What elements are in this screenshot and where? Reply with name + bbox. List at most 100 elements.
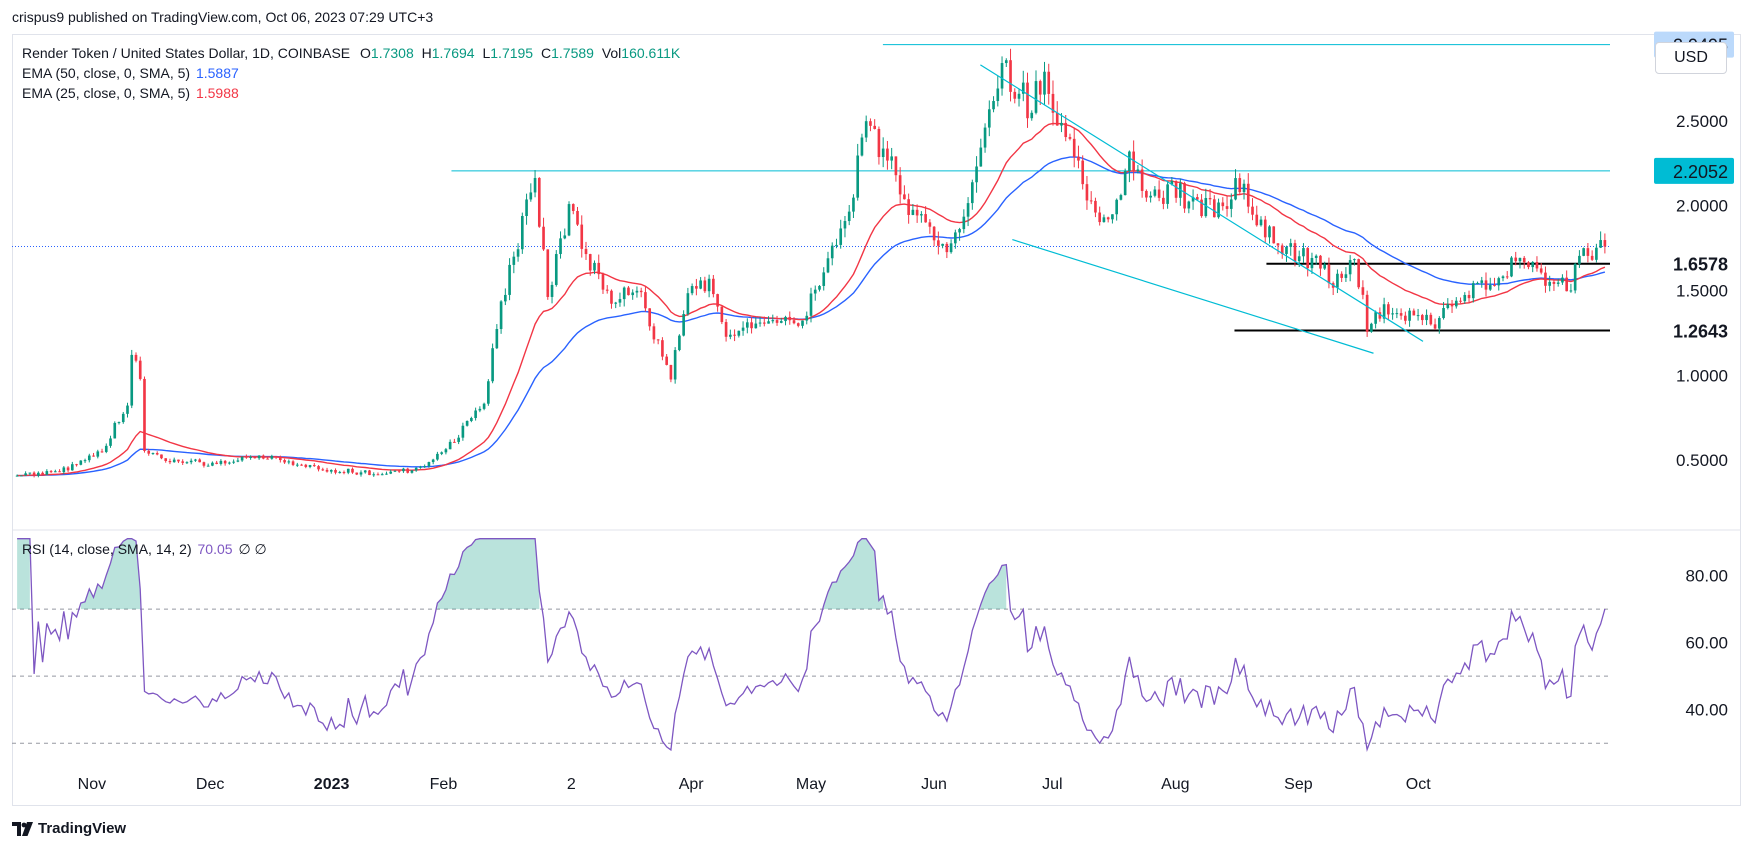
candle	[245, 454, 248, 459]
candle	[1179, 178, 1182, 206]
candle	[1365, 290, 1369, 337]
candle	[1361, 280, 1365, 300]
candle	[983, 123, 987, 153]
symbol-legend[interactable]: Render Token / United States Dollar, 1D,…	[22, 45, 680, 61]
candle	[724, 319, 728, 342]
candle-body	[41, 472, 44, 475]
ema25-legend[interactable]: EMA (25, close, 0, SMA, 5) 1.5988	[22, 85, 239, 101]
symbol-title: Render Token / United States Dollar, 1D,…	[22, 45, 351, 61]
candle-body	[669, 364, 673, 380]
candle	[644, 285, 647, 312]
candle	[62, 466, 66, 475]
candle-body	[448, 441, 452, 450]
candle	[1094, 197, 1097, 218]
candle	[300, 463, 303, 466]
candle-body	[1404, 315, 1407, 321]
candle	[767, 316, 770, 324]
candle	[1251, 198, 1254, 221]
candle	[1425, 309, 1428, 326]
candle	[941, 243, 944, 249]
candle	[1404, 311, 1407, 325]
candle	[363, 470, 367, 474]
candle	[533, 170, 537, 198]
candle-body	[1561, 277, 1564, 283]
candle-body	[355, 472, 359, 475]
price-tick-label: 2.0000	[1676, 197, 1728, 216]
candle	[1153, 186, 1157, 198]
candle-body	[652, 326, 656, 340]
candle	[839, 219, 843, 249]
candle-body	[206, 465, 210, 467]
candle	[1437, 316, 1441, 334]
candle	[1353, 258, 1356, 266]
candle-body	[49, 471, 53, 473]
candle	[661, 337, 664, 361]
candle	[1280, 243, 1284, 259]
candle	[894, 156, 898, 182]
candle-body	[1603, 240, 1607, 247]
candle-body	[737, 330, 741, 336]
price-badge-label: 2.2052	[1673, 162, 1728, 182]
candle-body	[1573, 263, 1577, 291]
candle-body	[363, 470, 367, 473]
candle	[864, 115, 868, 143]
candle	[461, 422, 465, 441]
candle-body	[771, 320, 775, 322]
ema50-legend[interactable]: EMA (50, close, 0, SMA, 5) 1.5887	[22, 65, 239, 81]
candle-body	[168, 461, 172, 463]
candle	[1187, 200, 1191, 214]
candle-body	[1548, 281, 1552, 286]
candle	[1582, 247, 1585, 257]
candle	[788, 311, 792, 325]
candle-body	[1437, 318, 1441, 329]
candle-body	[1522, 257, 1526, 263]
candle	[796, 322, 800, 328]
candle	[474, 407, 477, 421]
candle	[329, 469, 333, 474]
candle	[1162, 190, 1165, 210]
candle	[1544, 266, 1547, 293]
candle-body	[665, 356, 668, 365]
candle	[898, 167, 902, 204]
candle	[1382, 297, 1386, 324]
candle-body	[504, 294, 507, 302]
candle	[1089, 191, 1093, 205]
candle	[563, 228, 567, 240]
tradingview-logo[interactable]: TradingView	[12, 820, 126, 837]
candle-body	[287, 461, 291, 463]
price-tick-label: 1.5000	[1676, 281, 1728, 300]
time-tick-label: Sep	[1284, 776, 1313, 793]
candle-body	[202, 462, 206, 466]
candle-body	[729, 334, 732, 337]
candle-body	[372, 474, 376, 476]
candle	[92, 452, 95, 457]
candle	[1454, 297, 1458, 309]
candle-body	[635, 290, 639, 293]
candle	[597, 254, 601, 280]
candle-body	[32, 472, 36, 476]
candle-body	[941, 243, 944, 246]
candle-body	[542, 226, 545, 250]
candle	[1085, 175, 1089, 210]
currency-button[interactable]: USD	[1655, 42, 1727, 74]
candle-body	[1026, 82, 1029, 119]
candle-body	[971, 182, 974, 204]
candle-body	[83, 460, 87, 462]
candle	[618, 292, 622, 307]
candle-body	[520, 216, 524, 250]
candle	[1302, 243, 1305, 264]
candle	[1548, 275, 1552, 292]
candle	[1098, 206, 1102, 226]
candle	[1416, 308, 1420, 321]
candle	[520, 212, 524, 254]
candle-body	[1191, 197, 1195, 202]
candle-body	[75, 464, 78, 466]
candle-body	[1387, 304, 1390, 315]
candle-body	[117, 422, 121, 424]
candle	[843, 216, 847, 238]
candle-body	[228, 462, 231, 464]
candle-body	[695, 286, 698, 289]
rsi-legend[interactable]: RSI (14, close, SMA, 14, 2) 70.05 ∅ ∅	[22, 541, 267, 558]
candle	[1501, 275, 1505, 282]
